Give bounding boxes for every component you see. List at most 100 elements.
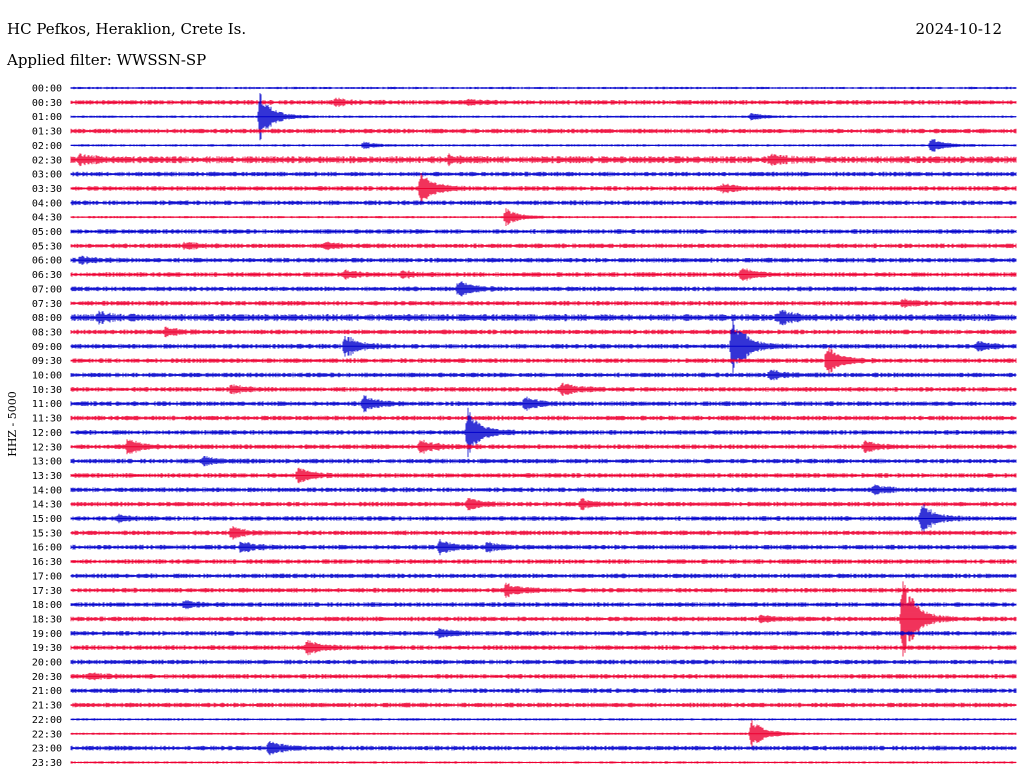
row-time-label: 19:30	[32, 643, 62, 654]
trace-rows: 00:00 00:30 01:00 01:30 02:00 02:30 03:00 03:30…	[32, 84, 1017, 769]
seismic-trace	[70, 326, 1017, 338]
row-time-label: 13:30	[32, 471, 62, 482]
row-time-label: 09:00	[32, 342, 62, 353]
filter-label: Applied filter: WWSSN-SP	[7, 51, 207, 69]
row-time-label: 18:30	[32, 614, 62, 625]
row-time-label: 06:30	[32, 270, 62, 281]
station-title: HC Pefkos, Heraklion, Crete Is.	[7, 20, 247, 38]
seismic-trace	[70, 281, 1017, 297]
seismic-trace	[70, 255, 1017, 265]
row-time-label: 10:30	[32, 385, 62, 396]
seismic-trace	[70, 241, 1017, 251]
row-time-label: 18:00	[32, 600, 62, 611]
row-time-label: 05:00	[32, 227, 62, 238]
seismic-trace	[70, 526, 1017, 540]
row-time-label: 21:30	[32, 701, 62, 712]
seismic-trace	[70, 171, 1017, 177]
row-time-label: 04:00	[32, 198, 62, 209]
row-time-label: 20:00	[32, 658, 62, 669]
seismic-trace	[70, 467, 1017, 484]
row-time-label: 19:00	[32, 629, 62, 640]
row-time-label: 01:30	[32, 127, 62, 138]
row-time-label: 00:30	[32, 98, 62, 109]
row-time-label: 02:30	[32, 155, 62, 166]
row-time-label: 04:30	[32, 213, 62, 224]
seismic-trace	[70, 208, 1017, 226]
seismic-trace	[70, 582, 1017, 598]
seismic-trace	[70, 407, 1017, 458]
row-time-label: 17:30	[32, 586, 62, 597]
seismic-trace	[70, 128, 1017, 134]
seismic-trace	[70, 298, 1017, 308]
seismic-trace	[70, 761, 1017, 764]
seismic-trace	[70, 559, 1017, 564]
row-time-label: 05:30	[32, 241, 62, 252]
seismic-trace	[70, 456, 1017, 467]
seismic-trace	[70, 718, 1017, 721]
seismic-trace	[70, 153, 1017, 167]
seismic-trace	[70, 382, 1017, 396]
seismic-trace	[70, 173, 1017, 204]
row-time-label: 14:30	[32, 500, 62, 511]
seismic-trace	[70, 539, 1017, 556]
seismic-trace	[70, 498, 1017, 511]
seismic-trace	[70, 672, 1017, 681]
y-axis-label: HHZ - 5000	[6, 391, 19, 457]
seismic-trace	[70, 573, 1017, 579]
row-time-label: 09:30	[32, 356, 62, 367]
seismic-trace	[70, 484, 1017, 496]
row-time-label: 03:00	[32, 170, 62, 181]
seismic-trace	[70, 86, 1017, 90]
seismic-trace	[70, 581, 1017, 657]
row-time-label: 07:00	[32, 284, 62, 295]
seismic-trace	[70, 659, 1017, 665]
row-time-label: 23:30	[32, 758, 62, 769]
row-time-label: 22:30	[32, 729, 62, 740]
seismic-trace	[70, 702, 1017, 708]
row-time-label: 02:00	[32, 141, 62, 152]
row-time-label: 11:00	[32, 399, 62, 410]
row-time-label: 17:00	[32, 571, 62, 582]
row-time-label: 08:30	[32, 327, 62, 338]
seismic-trace	[70, 200, 1017, 206]
seismic-trace	[70, 229, 1017, 234]
seismic-trace	[70, 369, 1017, 381]
seismic-trace	[70, 720, 1017, 748]
seismic-trace	[70, 628, 1017, 639]
seismic-trace	[70, 347, 1017, 375]
row-time-label: 16:00	[32, 543, 62, 554]
row-time-label: 12:30	[32, 442, 62, 453]
row-time-label: 15:00	[32, 514, 62, 525]
row-time-label: 12:00	[32, 428, 62, 439]
row-time-label: 10:00	[32, 371, 62, 382]
seismic-trace	[70, 93, 1017, 141]
row-time-label: 20:30	[32, 672, 62, 683]
row-time-label: 03:30	[32, 184, 62, 195]
seismic-trace	[70, 640, 1017, 656]
row-time-label: 15:30	[32, 528, 62, 539]
seismic-trace	[70, 319, 1017, 373]
seismic-trace	[70, 268, 1017, 281]
seismic-trace	[70, 741, 1017, 756]
row-time-label: 22:00	[32, 715, 62, 726]
date-label: 2024-10-12	[915, 20, 1002, 38]
seismic-trace	[70, 439, 1017, 455]
row-time-label: 13:00	[32, 457, 62, 468]
seismic-trace	[70, 504, 1017, 533]
row-time-label: 16:30	[32, 557, 62, 568]
seismic-trace	[70, 309, 1017, 326]
seismic-trace	[70, 139, 1017, 152]
seismic-trace	[70, 97, 1017, 107]
row-time-label: 23:00	[32, 744, 62, 755]
row-time-label: 06:00	[32, 256, 62, 267]
row-time-label: 00:00	[32, 84, 62, 95]
seismic-trace	[70, 688, 1017, 694]
row-time-label: 08:00	[32, 313, 62, 324]
row-time-label: 21:00	[32, 686, 62, 697]
seismic-trace	[70, 415, 1017, 421]
row-time-label: 14:00	[32, 485, 62, 496]
row-time-label: 01:00	[32, 112, 62, 123]
row-time-label: 07:30	[32, 299, 62, 310]
seismic-trace	[70, 395, 1017, 413]
